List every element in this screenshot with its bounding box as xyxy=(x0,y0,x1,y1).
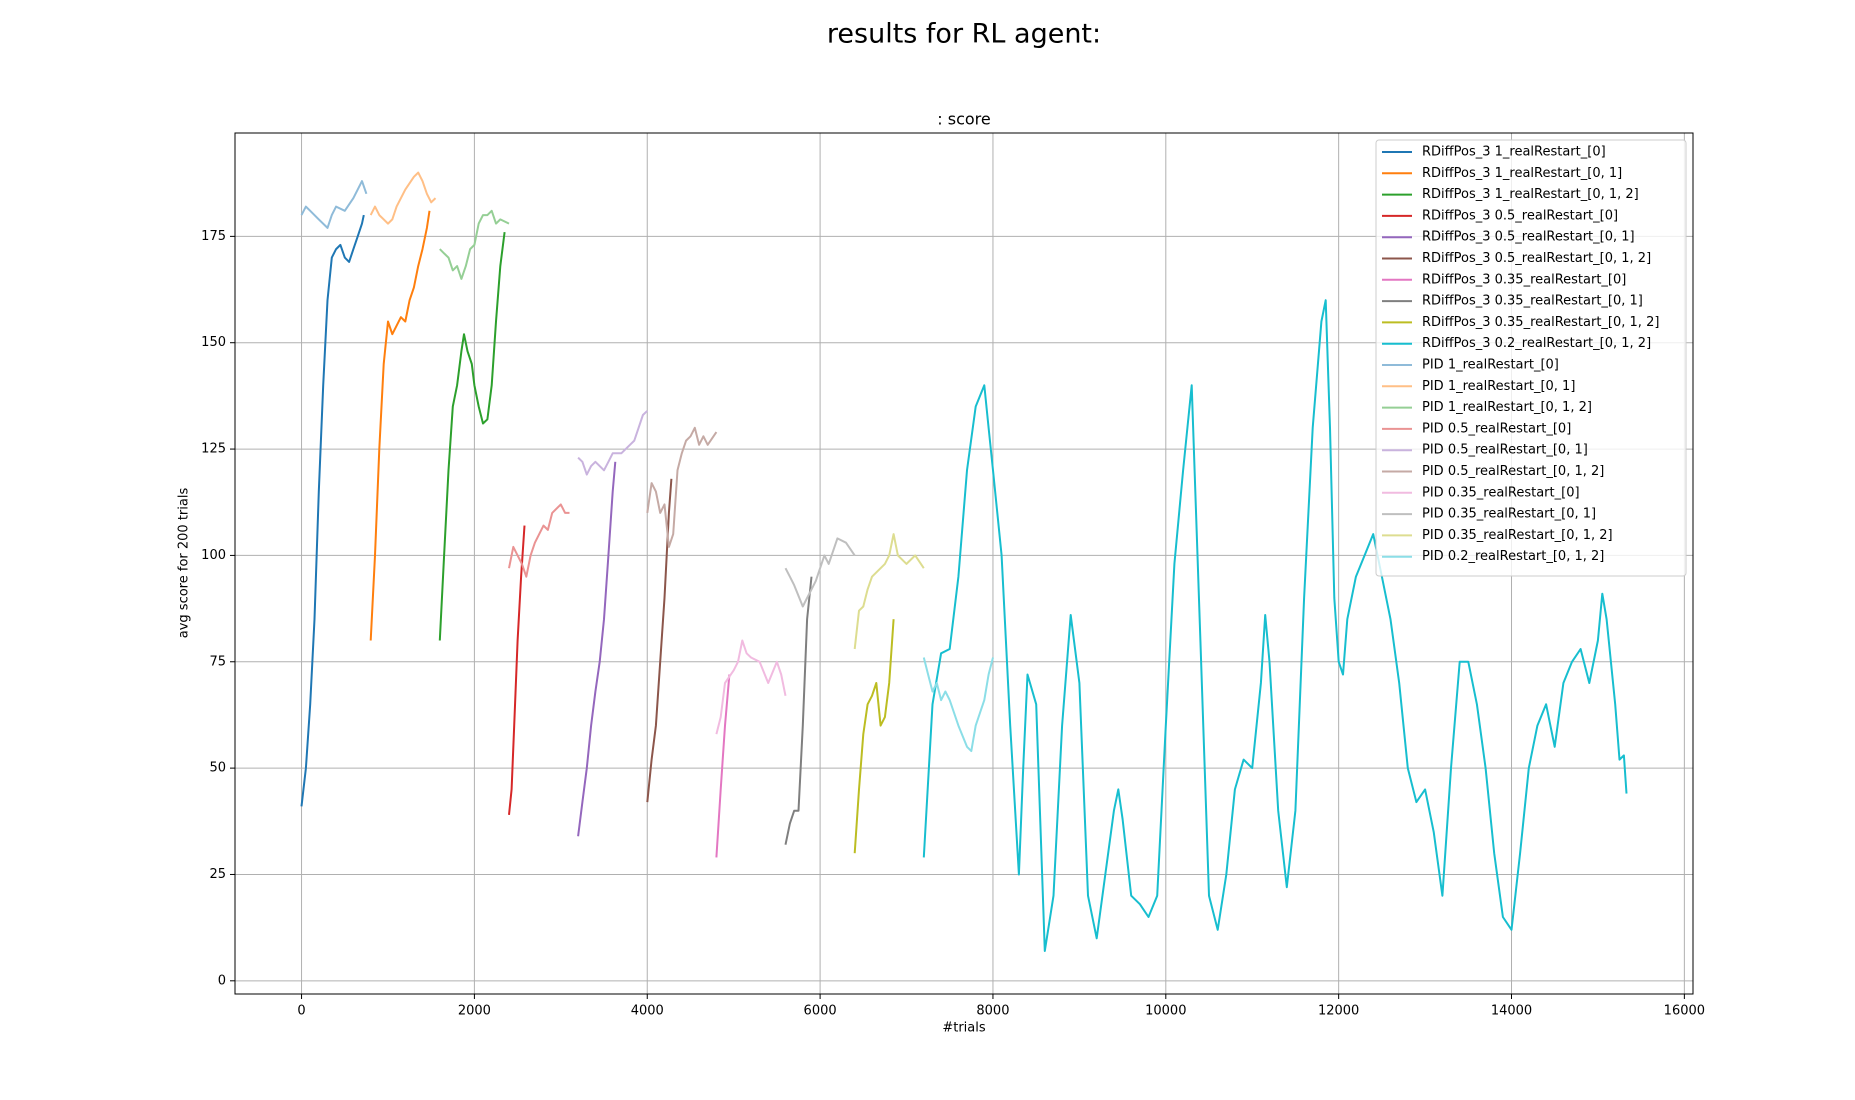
x-tick-label: 14000 xyxy=(1491,1004,1532,1019)
series-line xyxy=(439,209,510,280)
series-line xyxy=(853,533,925,650)
legend: RDiffPos_3 1_realRestart_[0] RDiffPos_3 1… xyxy=(1375,139,1687,577)
series-line xyxy=(784,537,856,608)
legend-label: RDiffPos_3 0.5_realRestart_[0, 1] xyxy=(1422,230,1635,245)
series-line xyxy=(508,503,570,578)
series-line xyxy=(300,214,365,807)
y-tick-label: 150 xyxy=(201,335,226,350)
series-line xyxy=(508,525,526,816)
legend-label: RDiffPos_3 0.2_realRestart_[0, 1, 2] xyxy=(1422,336,1651,351)
x-tick-label: 0 xyxy=(297,1004,305,1019)
legend-label: PID 1_realRestart_[0] xyxy=(1422,358,1559,373)
chart-title: results for RL agent: xyxy=(827,19,1101,50)
legend-box xyxy=(1375,139,1687,577)
x-tick-label: 6000 xyxy=(804,1004,837,1019)
y-tick-label: 25 xyxy=(209,867,226,882)
legend-label: RDiffPos_3 0.5_realRestart_[0, 1, 2] xyxy=(1422,251,1651,266)
plot-frame xyxy=(234,132,1694,995)
legend-label: RDiffPos_3 0.35_realRestart_[0, 1, 2] xyxy=(1422,315,1659,330)
y-tick-label: 175 xyxy=(201,229,226,244)
x-tick-label: 10000 xyxy=(1145,1004,1186,1019)
y-axis-label: avg score for 200 trials xyxy=(177,488,192,639)
legend-label: RDiffPos_3 1_realRestart_[0, 1, 2] xyxy=(1422,187,1639,202)
y-tick-label: 125 xyxy=(201,442,226,457)
legend-label: RDiffPos_3 0.5_realRestart_[0] xyxy=(1422,208,1618,223)
x-tick-label: 4000 xyxy=(631,1004,664,1019)
series-line xyxy=(300,180,368,229)
legend-label: RDiffPos_3 0.35_realRestart_[0, 1] xyxy=(1422,294,1643,309)
chart-subtitle: : score xyxy=(937,110,990,129)
legend-label: PID 0.5_realRestart_[0, 1, 2] xyxy=(1422,464,1604,479)
series-line xyxy=(715,639,787,735)
y-tick-label: 75 xyxy=(209,654,226,669)
legend-label: PID 0.35_realRestart_[0, 1, 2] xyxy=(1422,528,1613,543)
legend-label: PID 0.35_realRestart_[0, 1] xyxy=(1422,507,1596,522)
y-tick-label: 50 xyxy=(209,761,226,776)
series-line xyxy=(715,674,731,858)
series-line xyxy=(922,299,1628,952)
x-axis-label: #trials xyxy=(942,1021,986,1036)
legend-label: RDiffPos_3 0.35_realRestart_[0] xyxy=(1422,272,1626,287)
y-tick-label: 0 xyxy=(218,973,226,988)
series-line xyxy=(438,231,506,641)
x-tick-label: 12000 xyxy=(1318,1004,1359,1019)
legend-label: PID 0.2_realRestart_[0, 1, 2] xyxy=(1422,549,1604,564)
series-line xyxy=(922,657,994,753)
legend-label: PID 0.5_realRestart_[0] xyxy=(1422,421,1571,436)
legend-label: PID 1_realRestart_[0, 1] xyxy=(1422,379,1575,394)
series-line xyxy=(784,576,813,845)
x-tick-label: 8000 xyxy=(976,1004,1009,1019)
series-line xyxy=(577,410,648,476)
x-tick-label: 16000 xyxy=(1664,1004,1705,1019)
y-tick-label: 100 xyxy=(201,548,226,563)
legend-label: RDiffPos_3 1_realRestart_[0] xyxy=(1422,145,1606,160)
legend-label: PID 0.35_realRestart_[0] xyxy=(1422,485,1580,500)
legend-label: RDiffPos_3 1_realRestart_[0, 1] xyxy=(1422,166,1622,181)
series-line xyxy=(577,461,617,837)
x-tick-label: 2000 xyxy=(458,1004,491,1019)
series-line xyxy=(369,171,437,225)
legend-label: PID 0.5_realRestart_[0, 1] xyxy=(1422,443,1588,458)
series-line xyxy=(646,426,718,548)
series-line xyxy=(646,478,673,803)
series-line xyxy=(853,619,895,854)
legend-label: PID 1_realRestart_[0, 1, 2] xyxy=(1422,400,1592,415)
series-line xyxy=(369,210,431,641)
